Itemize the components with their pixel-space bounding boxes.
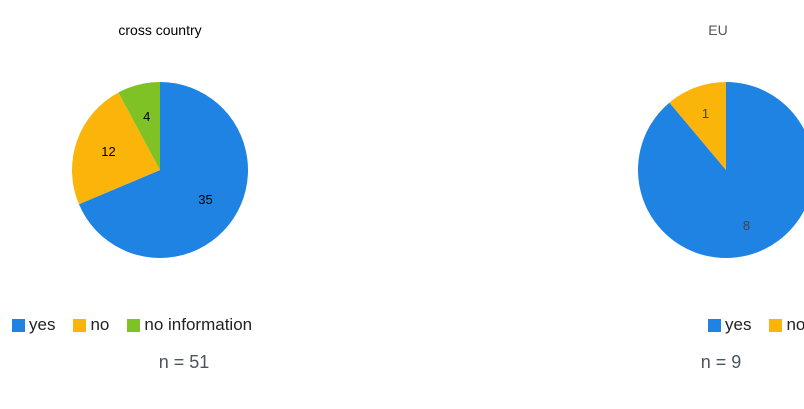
legend-swatch-no bbox=[769, 318, 783, 332]
legend-swatch-no bbox=[73, 318, 87, 332]
legend: yes no no information bbox=[12, 315, 270, 335]
pie-slice-no bbox=[669, 82, 726, 170]
data-label-yes: 8 bbox=[743, 218, 750, 233]
legend-item-no: no bbox=[769, 315, 804, 335]
legend-label-yes: yes bbox=[725, 315, 752, 334]
legend-label-no: no bbox=[786, 315, 804, 334]
legend-item-no: no bbox=[73, 315, 109, 335]
pie-slice-no bbox=[71, 92, 160, 205]
legend-swatch-yes bbox=[12, 318, 25, 332]
legend-item-yes: yes bbox=[708, 315, 751, 335]
data-label-no-information: 4 bbox=[143, 109, 150, 124]
legend-item-yes: yes bbox=[12, 315, 55, 335]
chart-title: cross country bbox=[118, 22, 202, 38]
data-label-no: 1 bbox=[702, 106, 709, 121]
legend-swatch-yes bbox=[708, 318, 721, 332]
legend-label-no: no bbox=[90, 315, 110, 334]
pie-slice-yes bbox=[638, 82, 804, 258]
chart-title: EU bbox=[708, 22, 728, 38]
pie-slice-no-information bbox=[118, 82, 160, 170]
sample-size-label: n = 9 bbox=[700, 352, 742, 372]
pie-svg: 35 12 4 bbox=[71, 82, 248, 259]
legend-label-yes: yes bbox=[29, 315, 56, 334]
pie-slice-yes bbox=[78, 82, 248, 259]
pie-svg: 81 bbox=[638, 82, 804, 258]
pie-chart-cross-country: cross country 35 12 4 yes no no informatio… bbox=[0, 0, 330, 409]
legend-label-no-information: no information bbox=[144, 315, 253, 334]
data-label-no: 12 bbox=[101, 144, 115, 159]
sample-size-label: n = 51 bbox=[158, 352, 210, 372]
legend-item-no-information: no information bbox=[127, 315, 252, 335]
legend: yes no bbox=[708, 315, 804, 335]
data-label-yes: 35 bbox=[198, 192, 212, 207]
legend-swatch-no-information bbox=[127, 318, 141, 332]
